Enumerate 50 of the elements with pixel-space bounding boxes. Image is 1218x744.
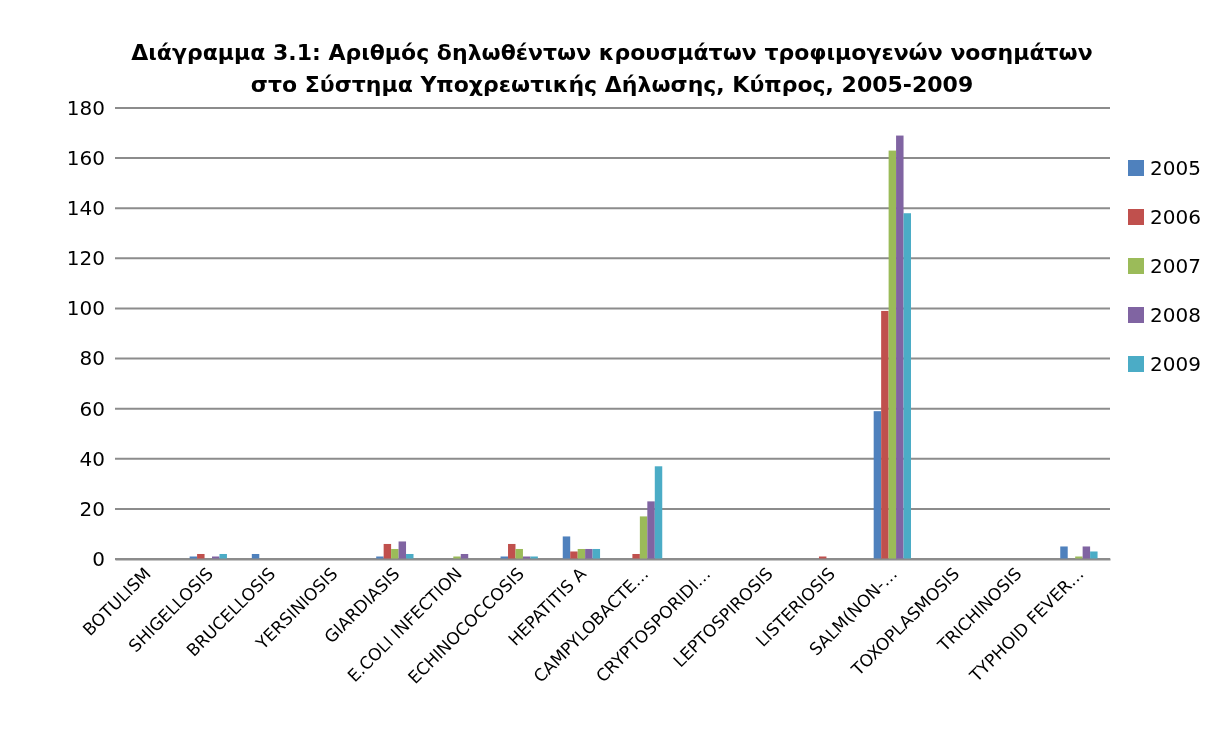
y-tick-label: 80: [79, 346, 105, 371]
legend-label: 2007: [1150, 254, 1201, 278]
bar: [508, 543, 516, 559]
y-tick-label: 160: [66, 146, 105, 171]
bar: [197, 553, 205, 559]
bar: [406, 553, 414, 559]
legend-label: 2005: [1150, 156, 1201, 180]
bar: [189, 556, 198, 559]
bar: [654, 466, 663, 559]
y-tick-label: 40: [79, 446, 105, 471]
bar: [212, 556, 220, 559]
bar: [383, 543, 392, 559]
y-tick-label: 180: [66, 95, 105, 120]
bar: [376, 556, 384, 559]
bar: [570, 551, 578, 559]
bar: [460, 553, 469, 559]
bar: [251, 553, 260, 559]
bar: [903, 213, 911, 559]
bar: [500, 556, 509, 559]
bar: [896, 135, 904, 559]
y-tick-label: 140: [66, 196, 105, 221]
chart-title: Διάγραμμα 3.1: Αριθμός δηλωθέντων κρουσμάτων τροφιμογενών νοσημάτων στο Σύστημα Υποχρεωτικής Δήλωσης, Κύπρος, 2005-2009: [131, 40, 1093, 97]
bar: [522, 556, 531, 559]
y-tick-label: 100: [66, 296, 105, 321]
bar: [881, 310, 889, 559]
bar: [391, 548, 399, 559]
bar: [1060, 546, 1068, 559]
bar: [632, 553, 640, 559]
bar: [818, 556, 827, 559]
legend-label: 2009: [1150, 352, 1201, 376]
bar: [530, 556, 538, 559]
bar: [639, 516, 648, 559]
bar: [592, 548, 601, 559]
bar: [873, 411, 882, 559]
bar: [219, 553, 227, 559]
y-tick-label: 60: [79, 396, 105, 421]
bar: [888, 150, 897, 559]
bar: [1090, 551, 1098, 559]
bar: [1082, 546, 1091, 559]
y-tick-label: 0: [92, 546, 105, 571]
y-tick-label: 20: [79, 496, 105, 521]
legend-label: 2006: [1150, 205, 1201, 229]
bar: [647, 501, 655, 559]
bar: [398, 541, 407, 559]
bar: [562, 536, 571, 559]
y-tick-label: 120: [66, 246, 105, 271]
bar: [577, 548, 586, 559]
legend-label: 2008: [1150, 303, 1201, 327]
bar: [585, 548, 593, 559]
bar: [515, 548, 523, 559]
